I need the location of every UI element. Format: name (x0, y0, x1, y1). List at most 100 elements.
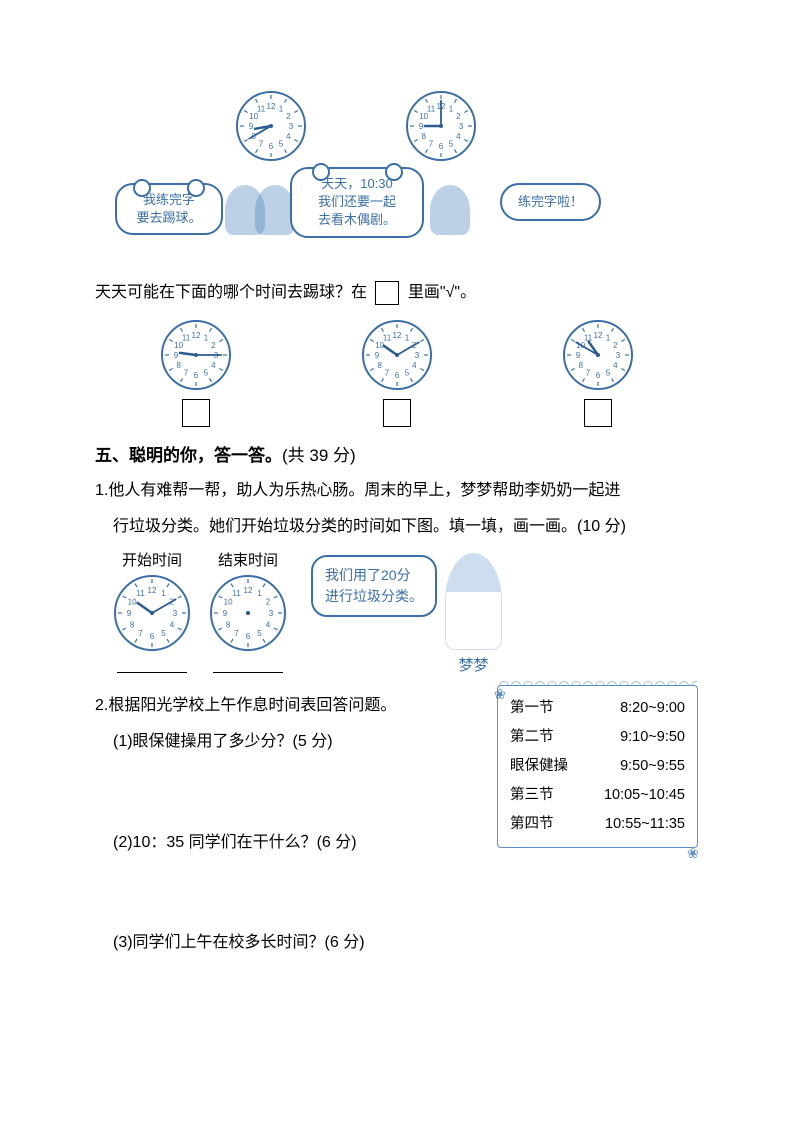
q1-speech-text: 我们用了20分 进行垃圾分类。 (325, 567, 423, 604)
option-clock-3: 121234567891011 (562, 319, 634, 391)
svg-text:2: 2 (613, 341, 618, 350)
option-checkbox-1[interactable] (182, 399, 210, 427)
top-question-text: 天天可能在下面的哪个时间去踢球？在 (95, 284, 367, 301)
svg-text:3: 3 (269, 609, 274, 618)
q1-line2: 行垃圾分类。她们开始垃圾分类的时间如下图。填一填，画一画。(10 分) (95, 512, 698, 542)
svg-text:7: 7 (234, 629, 239, 638)
svg-text:11: 11 (136, 589, 145, 598)
schedule-time: 9:50~9:55 (620, 752, 685, 781)
svg-text:1: 1 (257, 589, 262, 598)
svg-text:4: 4 (211, 361, 216, 370)
svg-text:9: 9 (575, 351, 580, 360)
svg-text:2: 2 (211, 341, 216, 350)
schedule-row: 第一节 8:20~9:00 (510, 694, 685, 723)
speech-left: 我练完字 要去踢球。 (115, 183, 223, 235)
q1-speech: 我们用了20分 进行垃圾分类。 (311, 555, 437, 617)
speech-left-text: 我练完字 要去踢球。 (136, 192, 201, 225)
svg-text:8: 8 (578, 361, 583, 370)
schedule-name: 第二节 (510, 723, 554, 752)
q2-sub1: (1)眼保健操用了多少分？(5 分) (95, 727, 489, 757)
schedule-name: 第四节 (510, 810, 554, 839)
speech-right: 练完字啦！ (500, 183, 601, 221)
svg-text:4: 4 (170, 620, 175, 629)
svg-text:11: 11 (257, 105, 266, 114)
girl-name: 梦梦 (458, 654, 488, 675)
svg-text:12: 12 (244, 586, 253, 595)
option-checkbox-2[interactable] (383, 399, 411, 427)
q1-row: 开始时间 121234567891011 结束时间 12123456789101… (95, 549, 698, 675)
svg-text:6: 6 (269, 142, 274, 151)
svg-text:4: 4 (456, 132, 461, 141)
top-scene: 121234567891011 121234567891011 我练完字 要去踢… (95, 95, 698, 265)
svg-text:1: 1 (161, 589, 166, 598)
svg-text:12: 12 (392, 331, 401, 340)
clock-top-2: 121234567891011 (405, 90, 477, 162)
option-checkbox-3[interactable] (584, 399, 612, 427)
svg-text:11: 11 (427, 105, 436, 114)
q1-end-blank[interactable] (213, 658, 283, 673)
q2-sub3: (3)同学们上午在校多长时间？(6 分) (95, 928, 489, 958)
q1-start-label: 开始时间 (122, 549, 182, 570)
schedule-name: 第三节 (510, 781, 554, 810)
schedule-time: 9:10~9:50 (620, 723, 685, 752)
q1-end-label: 结束时间 (218, 549, 278, 570)
svg-text:11: 11 (232, 589, 241, 598)
svg-text:11: 11 (181, 334, 190, 343)
schedule-time: 10:05~10:45 (604, 781, 685, 810)
svg-text:5: 5 (605, 368, 610, 377)
svg-text:1: 1 (404, 334, 409, 343)
svg-text:5: 5 (257, 629, 262, 638)
section-5-heading: 五、聪明的你，答一答。(共 39 分) (95, 441, 698, 466)
svg-text:1: 1 (605, 334, 610, 343)
svg-text:4: 4 (613, 361, 618, 370)
speech-mid-text: 天天，10:30 我们还要一起 去看木偶剧。 (318, 176, 396, 227)
option-1: 121234567891011 (160, 319, 232, 427)
q1-start-col: 开始时间 121234567891011 (113, 549, 191, 673)
option-2: 121234567891011 (361, 319, 433, 427)
svg-text:5: 5 (449, 139, 454, 148)
q1-end-col: 结束时间 121234567891011 (209, 549, 287, 673)
corner-tl-icon: ❀ (494, 680, 508, 694)
corner-br-icon: ❀ (687, 839, 701, 853)
svg-text:8: 8 (130, 620, 135, 629)
schedule-time: 10:55~11:35 (605, 810, 685, 839)
q2-sub2: (2)10：35 同学们在干什么？(6 分) (95, 828, 489, 858)
schedule-table: ❀ ❀ 第一节8:20~9:00第二节9:10~9:50眼保健操9:50~9:5… (497, 685, 698, 848)
svg-text:6: 6 (595, 371, 600, 380)
svg-text:7: 7 (585, 368, 590, 377)
character-right (430, 185, 470, 235)
svg-text:10: 10 (224, 597, 233, 606)
schedule-name: 眼保健操 (510, 752, 568, 781)
section-5-bold: 五、聪明的你，答一答。 (95, 446, 282, 465)
svg-text:1: 1 (203, 334, 208, 343)
schedule-row: 眼保健操 9:50~9:55 (510, 752, 685, 781)
q2-title: 2.根据阳光学校上午作息时间表回答问题。 (95, 691, 489, 721)
svg-text:4: 4 (286, 132, 291, 141)
speech-right-text: 练完字啦！ (518, 194, 583, 209)
svg-text:5: 5 (203, 368, 208, 377)
svg-text:5: 5 (161, 629, 166, 638)
q1-end-clock: 121234567891011 (209, 574, 287, 652)
q2-left: 2.根据阳光学校上午作息时间表回答问题。 (1)眼保健操用了多少分？(5 分) … (95, 685, 489, 965)
svg-text:12: 12 (267, 102, 276, 111)
q1-start-clock: 121234567891011 (113, 574, 191, 652)
schedule-time: 8:20~9:00 (620, 694, 685, 723)
wavy-border-icon (498, 676, 697, 686)
schedule-name: 第一节 (510, 694, 554, 723)
svg-text:11: 11 (382, 334, 391, 343)
schedule-rows: 第一节8:20~9:00第二节9:10~9:50眼保健操9:50~9:55第三节… (510, 694, 685, 839)
schedule-row: 第三节 10:05~10:45 (510, 781, 685, 810)
svg-text:6: 6 (394, 371, 399, 380)
svg-text:8: 8 (176, 361, 181, 370)
option-clock-2: 121234567891011 (361, 319, 433, 391)
top-question-suffix: 里画"√"。 (408, 284, 476, 301)
svg-text:4: 4 (412, 361, 417, 370)
section-5-points: (共 39 分) (282, 446, 356, 465)
speech-mid: 天天，10:30 我们还要一起 去看木偶剧。 (290, 167, 424, 238)
q1-start-blank[interactable] (117, 658, 187, 673)
svg-text:7: 7 (429, 139, 434, 148)
svg-text:5: 5 (279, 139, 284, 148)
svg-text:2: 2 (266, 597, 271, 606)
svg-text:7: 7 (183, 368, 188, 377)
svg-text:9: 9 (127, 609, 132, 618)
